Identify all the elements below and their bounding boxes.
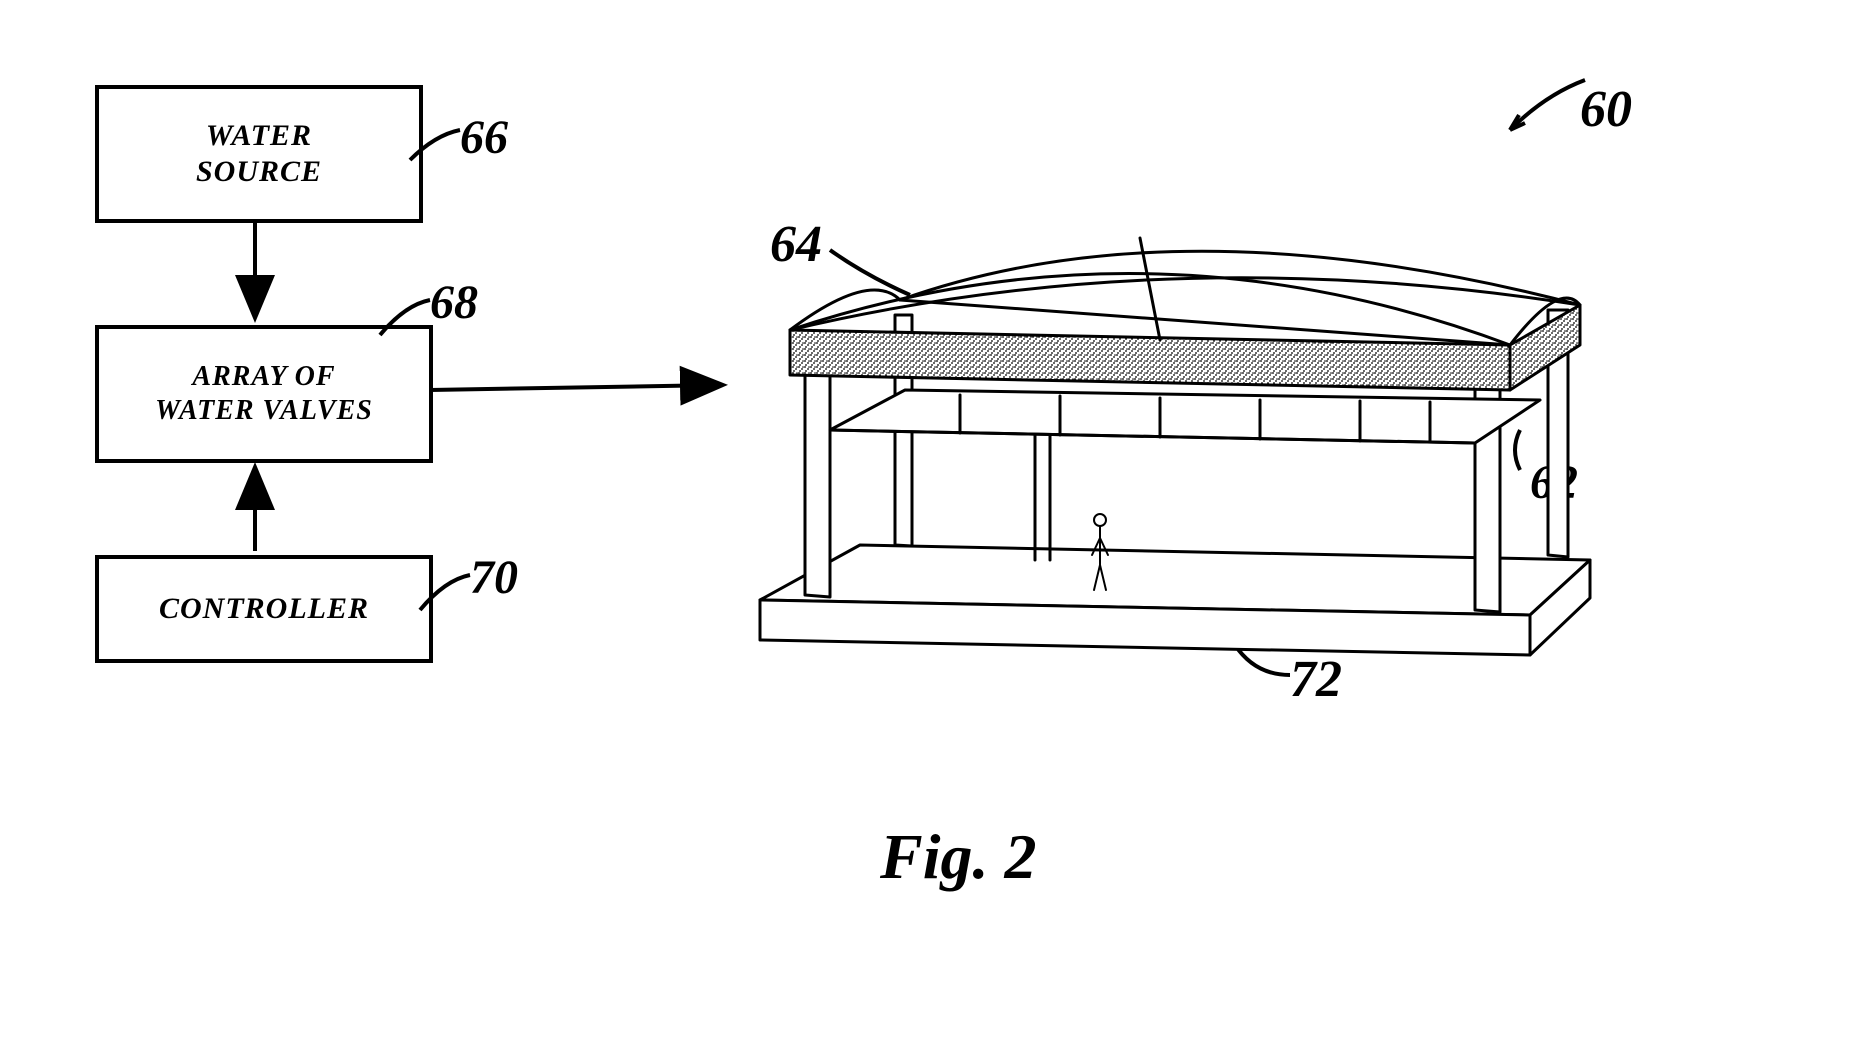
svg-overlay	[0, 0, 1868, 1046]
arrow-valves-to-structure	[430, 385, 720, 390]
figure-canvas: WATER SOURCE ARRAY OF WATER VALVES CONTR…	[0, 0, 1868, 1046]
pavilion-structure	[760, 238, 1590, 655]
